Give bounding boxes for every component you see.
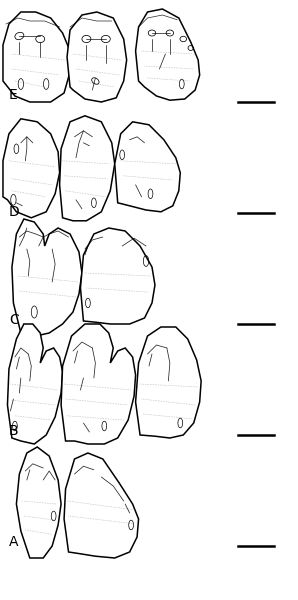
Polygon shape	[16, 447, 61, 558]
Polygon shape	[136, 327, 201, 438]
Polygon shape	[3, 119, 60, 218]
Polygon shape	[64, 453, 139, 558]
Text: A: A	[9, 535, 18, 549]
Polygon shape	[12, 219, 82, 336]
Polygon shape	[136, 9, 200, 100]
Polygon shape	[80, 228, 155, 324]
Text: C: C	[9, 313, 19, 327]
Polygon shape	[3, 12, 70, 102]
Polygon shape	[115, 122, 180, 212]
Text: E: E	[9, 88, 18, 102]
Text: D: D	[9, 205, 20, 219]
Polygon shape	[67, 12, 127, 102]
Polygon shape	[60, 116, 115, 221]
Text: B: B	[9, 424, 18, 438]
Polygon shape	[7, 324, 63, 444]
Polygon shape	[61, 324, 136, 444]
